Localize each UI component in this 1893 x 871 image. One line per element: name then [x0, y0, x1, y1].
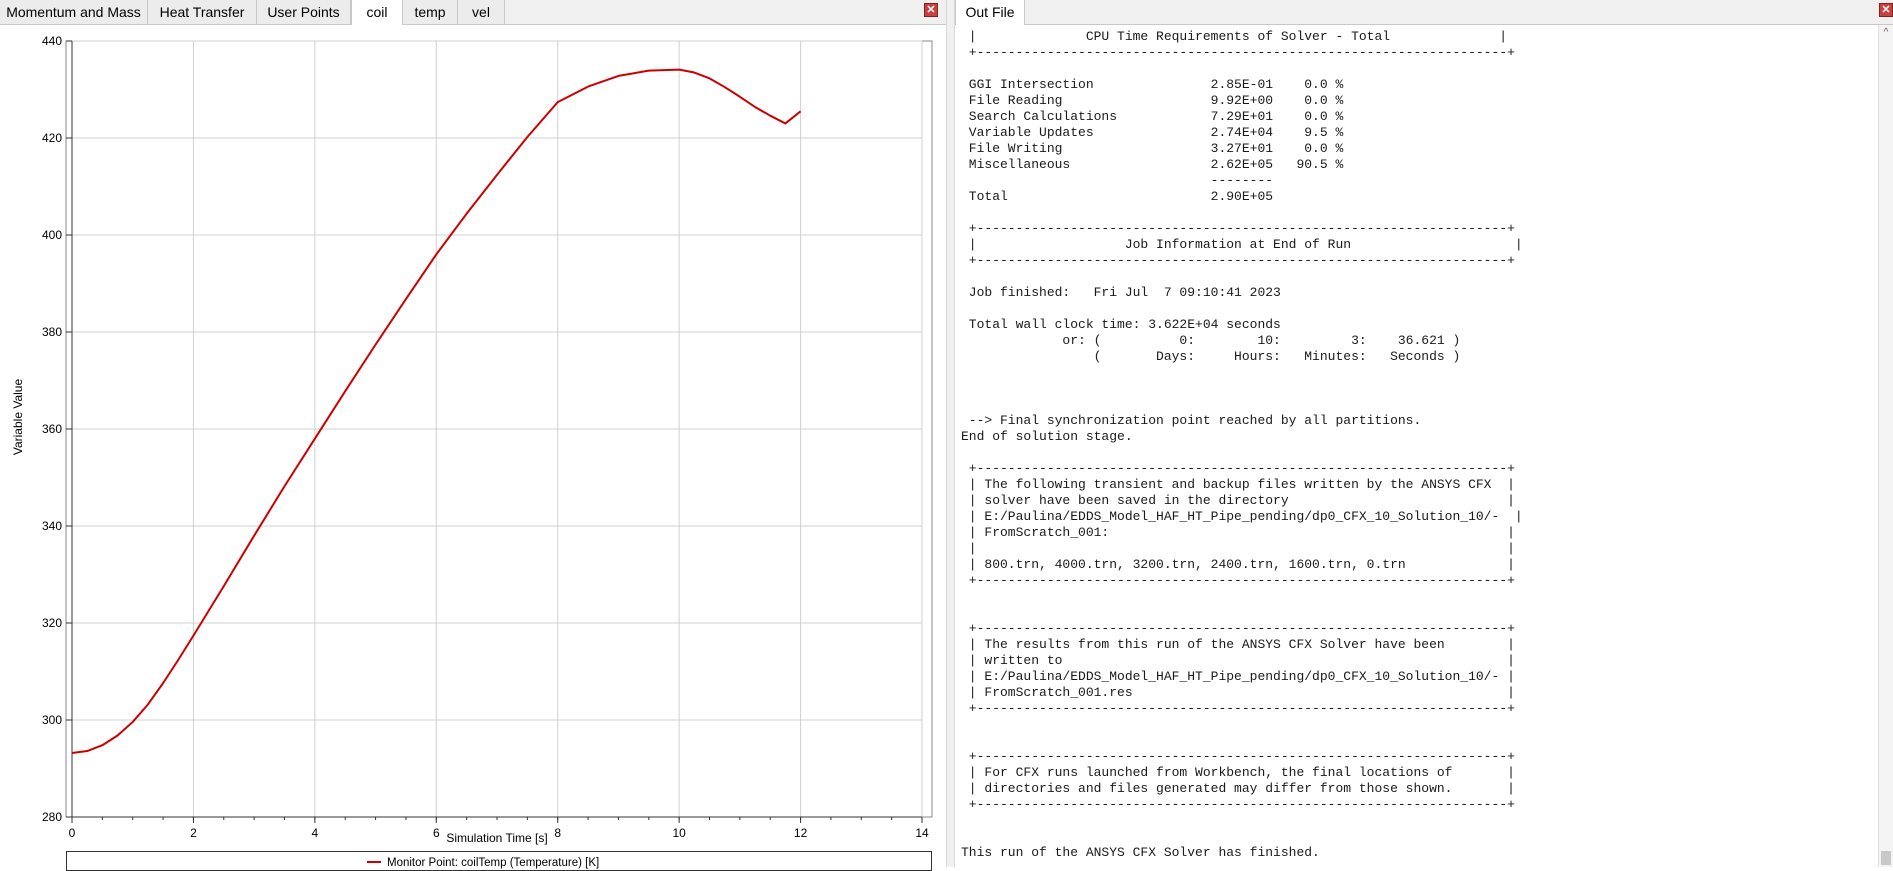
chart-ticks: 0 2 4 6 8 10 12 14 280 300 320 340 360 380 400 420 440: [42, 34, 929, 840]
tab-coil[interactable]: coil: [351, 0, 403, 25]
series-line-coiltemp: [71, 68, 802, 754]
tab-vel[interactable]: vel: [458, 0, 505, 24]
tab-momentum-and-mass[interactable]: Momentum and Mass: [0, 0, 148, 24]
monitor-tab-bar: Momentum and Mass Heat Transfer User Poi…: [0, 0, 946, 25]
chart-legend: Monitor Point: coilTemp (Temperature) [K…: [66, 851, 932, 871]
x-tick-label: 2: [190, 826, 197, 840]
tab-user-points[interactable]: User Points: [257, 0, 351, 24]
close-monitor-tab-icon[interactable]: ✕: [924, 3, 938, 17]
y-tick-label: 380: [42, 325, 62, 339]
x-tick-label: 10: [672, 826, 686, 840]
y-tick-label: 340: [42, 519, 62, 533]
chart-grid: [72, 40, 923, 818]
monitor-chart: 0 2 4 6 8 10 12 14 280 300 320 340 360 380 400 420 440 S…: [11, 34, 933, 845]
x-tick-label: 8: [554, 826, 561, 840]
y-tick-label: 440: [42, 34, 62, 48]
scroll-thumb[interactable]: [1881, 851, 1891, 865]
x-tick-label: 4: [312, 826, 319, 840]
solver-output-text: | CPU Time Requirements of Solver - Tota…: [961, 29, 1523, 860]
out-file-scrollbar[interactable]: ^: [1878, 25, 1893, 867]
y-tick-label: 360: [42, 422, 62, 436]
scroll-up-icon[interactable]: ^: [1883, 27, 1889, 38]
y-tick-label: 300: [42, 713, 62, 727]
monitor-chart-panel: 0 2 4 6 8 10 12 14 280 300 320 340 360 380 400 420 440 S…: [0, 25, 946, 871]
x-tick-label: 6: [433, 826, 440, 840]
y-tick-label: 280: [42, 810, 62, 824]
y-axis-label: Variable Value: [11, 379, 25, 456]
out-file-viewer[interactable]: | CPU Time Requirements of Solver - Tota…: [955, 25, 1878, 867]
tab-temp[interactable]: temp: [403, 0, 458, 24]
legend-label-coiltemp: Monitor Point: coilTemp (Temperature) [K…: [387, 857, 599, 869]
x-axis-label: Simulation Time [s]: [446, 831, 547, 845]
y-tick-label: 420: [42, 131, 62, 145]
tab-heat-transfer[interactable]: Heat Transfer: [148, 0, 257, 24]
x-tick-label: 0: [69, 826, 76, 840]
y-tick-label: 320: [42, 616, 62, 630]
y-tick-label: 400: [42, 228, 62, 242]
x-tick-label: 14: [915, 826, 929, 840]
tab-out-file[interactable]: Out File: [955, 0, 1025, 25]
output-tab-bar: Out File ✕: [955, 0, 1893, 25]
pane-splitter[interactable]: [946, 0, 955, 867]
close-out-file-icon[interactable]: ✕: [1879, 3, 1893, 17]
chart-series: [71, 68, 802, 754]
x-tick-label: 12: [794, 826, 808, 840]
